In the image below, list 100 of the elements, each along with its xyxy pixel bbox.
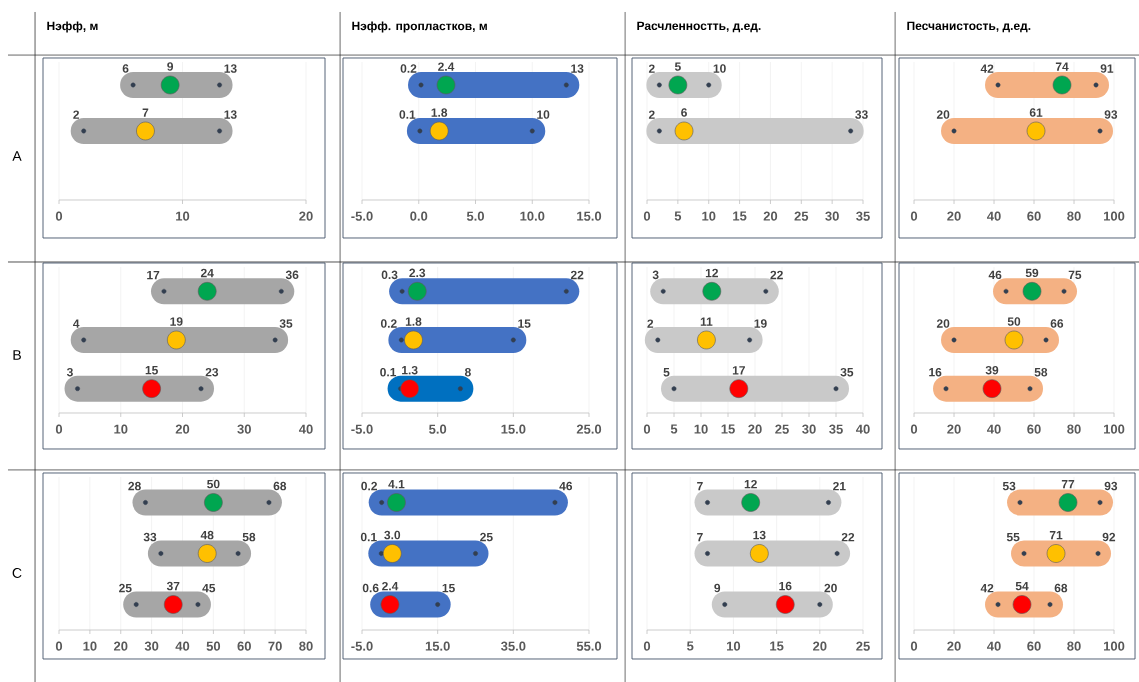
data-label: 2 (648, 110, 655, 119)
x-tick-label: 0 (643, 641, 651, 651)
data-label: 9 (167, 62, 174, 71)
x-tick-label: -5.0 (351, 424, 373, 434)
data-label: 15 (145, 366, 158, 375)
x-tick-label: 80 (1067, 641, 1081, 651)
data-label: 75 (1068, 270, 1082, 280)
data-label: 3 (652, 270, 659, 280)
data-label: 77 (1061, 480, 1075, 489)
x-tick-label: 80 (1067, 211, 1081, 221)
data-label: 2 (648, 64, 655, 73)
x-tick-label: 100 (1103, 641, 1125, 651)
x-tick-label: 15.0 (577, 211, 602, 221)
data-label: 50 (207, 479, 220, 489)
data-label: 5 (663, 368, 670, 377)
data-label: 48 (200, 530, 214, 540)
x-tick-label: 30 (144, 641, 159, 651)
x-tick-label: 15 (721, 424, 735, 434)
x-tick-label: 20 (299, 211, 313, 221)
data-label: 5 (674, 62, 681, 71)
data-label: 35 (279, 319, 293, 328)
x-tick-label: 0 (910, 641, 918, 651)
x-tick-label: 55.0 (576, 641, 602, 651)
x-tick-label: 20 (947, 211, 961, 221)
x-tick-label: 35 (856, 211, 870, 221)
x-tick-label: 20 (763, 211, 778, 221)
data-label: 12 (744, 479, 757, 489)
x-tick-label: 20 (175, 424, 190, 434)
data-label: 2 (647, 319, 654, 328)
data-label: 23 (205, 367, 219, 377)
x-tick-label: 60 (1027, 211, 1041, 221)
data-label: 15 (442, 583, 455, 593)
data-label: 1.8 (431, 108, 448, 117)
x-tick-label: 10 (114, 424, 128, 434)
data-label: 0.1 (360, 532, 377, 542)
data-label: 3 (66, 367, 73, 377)
data-label: 37 (166, 581, 180, 591)
x-tick-label: 5 (687, 641, 694, 651)
data-label: 54 (1015, 581, 1029, 591)
data-label: 6 (122, 64, 129, 73)
y-axis-title: C (12, 568, 22, 578)
data-label: 11 (700, 317, 713, 326)
x-tick-label: 0 (643, 424, 651, 434)
x-tick-label: 40 (986, 424, 1001, 434)
x-tick-label: 15.0 (425, 641, 450, 651)
data-label: 28 (128, 481, 141, 491)
data-label: 16 (929, 367, 942, 377)
x-tick-label: 10 (694, 424, 708, 434)
data-label: 13 (224, 110, 237, 119)
x-tick-label: 40 (298, 424, 313, 434)
data-label: 2.4 (382, 581, 399, 591)
data-label: 50 (1007, 317, 1021, 326)
data-label: 46 (988, 270, 1002, 280)
data-label: 36 (285, 270, 299, 280)
data-label: 68 (1054, 583, 1068, 593)
x-tick-label: 60 (1027, 641, 1041, 651)
data-label: 74 (1055, 62, 1069, 71)
data-label: 19 (170, 317, 183, 326)
data-label: 0.1 (380, 367, 397, 377)
data-label: 35 (840, 367, 854, 377)
data-label: 42 (980, 64, 994, 73)
data-label: 0.2 (380, 319, 397, 328)
x-tick-label: 10 (176, 211, 190, 221)
data-label: 61 (1029, 108, 1043, 117)
data-label: 71 (1049, 531, 1063, 540)
data-label: 21 (833, 481, 846, 491)
data-label: 10 (713, 64, 726, 73)
x-tick-label: 15 (733, 211, 747, 221)
x-tick-label: 20 (748, 424, 762, 434)
data-label: 0.1 (399, 110, 416, 119)
data-label: 1.3 (402, 365, 418, 375)
x-tick-label: 25 (856, 641, 870, 651)
data-label: 1.8 (405, 317, 422, 326)
data-label: 68 (273, 481, 287, 491)
x-tick-label: 15.0 (501, 424, 526, 434)
data-label: 7 (697, 533, 703, 542)
x-tick-label: 20 (813, 641, 827, 651)
x-tick-label: 80 (1067, 424, 1081, 434)
x-tick-label: 35.0 (500, 641, 526, 651)
x-tick-label: 5.0 (466, 211, 485, 221)
x-tick-label: 0 (643, 211, 651, 221)
data-label: 8 (464, 367, 471, 377)
data-label: 9 (714, 583, 721, 593)
x-tick-label: 40 (986, 641, 1001, 651)
data-label: 58 (242, 532, 256, 542)
x-tick-label: 40 (175, 641, 190, 651)
x-tick-label: 10 (702, 211, 716, 221)
data-label: 20 (824, 583, 837, 593)
x-tick-label: 0 (55, 211, 63, 221)
x-tick-label: 20 (947, 641, 961, 651)
x-tick-label: 35 (829, 424, 843, 434)
x-tick-label: 0 (55, 424, 63, 434)
data-label: 46 (559, 481, 573, 491)
data-label: 39 (985, 365, 999, 375)
x-tick-label: 60 (237, 641, 251, 651)
data-label: 2.4 (438, 62, 455, 71)
chart-title: Песчанистость, д.ед. (907, 21, 1031, 33)
data-label: 10 (537, 110, 550, 119)
x-tick-label: 80 (299, 641, 313, 651)
chart-title: Расчленностть, д.ед. (637, 21, 761, 33)
